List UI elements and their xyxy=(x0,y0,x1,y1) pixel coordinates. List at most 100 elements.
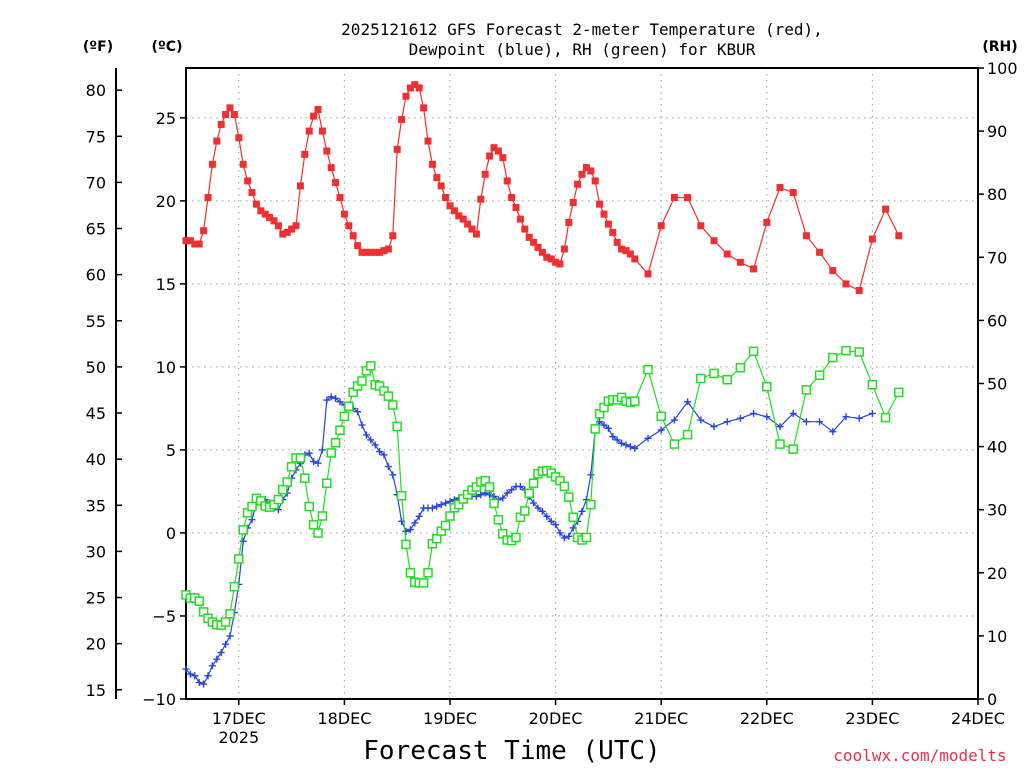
temperature-point xyxy=(763,218,771,226)
temperature-point xyxy=(380,247,388,255)
temperature-point xyxy=(776,184,784,192)
fahrenheit-tick-label: 60 xyxy=(86,266,106,285)
dewpoint-point xyxy=(842,413,850,421)
temperature-point xyxy=(204,194,212,202)
dewpoint-point xyxy=(406,526,414,534)
temperature-point xyxy=(195,240,203,248)
x-tick-sublabel: 2025 xyxy=(218,728,259,747)
temperature-point xyxy=(464,220,472,228)
x-axis-label: Forecast Time (UTC) xyxy=(363,736,660,766)
temperature-point xyxy=(882,205,890,213)
axis-ticks: −10−505101520251520253035404550556065707… xyxy=(86,59,1018,747)
temperature-point xyxy=(468,225,476,233)
rh-point xyxy=(775,439,785,449)
dewpoint-point xyxy=(195,678,203,686)
fahrenheit-unit-label: (ºF) xyxy=(83,39,113,55)
rh-point xyxy=(278,484,288,495)
temperature-point xyxy=(270,217,278,225)
temperature-point xyxy=(200,227,208,235)
rh-point xyxy=(432,533,442,544)
temperature-point xyxy=(310,112,318,120)
temperature-point xyxy=(626,250,634,258)
temperature-point xyxy=(613,238,621,246)
temperature-point xyxy=(560,245,568,253)
fahrenheit-tick-label: 15 xyxy=(86,681,106,700)
dewpoint-point xyxy=(305,449,313,457)
rh-tick-label: 20 xyxy=(987,564,1007,583)
rh-point xyxy=(344,401,354,411)
rh-point xyxy=(788,444,798,454)
temperature-point xyxy=(534,243,542,251)
dewpoint-point xyxy=(613,436,621,444)
temperature-point xyxy=(486,152,494,160)
dewpoint-line xyxy=(185,396,873,685)
dewpoint-point xyxy=(622,441,630,449)
temperature-point xyxy=(710,237,718,245)
dewpoint-point xyxy=(239,537,247,545)
temperature-point xyxy=(314,106,322,114)
dewpoint-point xyxy=(437,501,445,509)
dewpoint-point xyxy=(433,502,441,510)
dewpoint-point xyxy=(358,421,366,429)
rh-point xyxy=(194,596,204,606)
temperature-point xyxy=(631,255,639,263)
dewpoint-point xyxy=(217,649,225,657)
rh-tick-label: 50 xyxy=(987,375,1007,394)
rh-point xyxy=(317,511,328,521)
temperature-point xyxy=(455,212,463,220)
rh-point xyxy=(489,498,499,509)
plot-frame xyxy=(185,67,979,700)
dewpoint-point xyxy=(604,424,612,432)
dewpoint-point xyxy=(367,436,375,444)
temperature-series xyxy=(182,81,903,295)
temperature-point xyxy=(389,232,397,240)
rh-tick-label: 70 xyxy=(987,248,1007,267)
rh-point xyxy=(828,352,838,363)
rh-point xyxy=(357,376,367,386)
temperature-point xyxy=(402,92,410,100)
rh-point xyxy=(326,448,336,458)
temperature-point xyxy=(318,127,326,135)
temperature-point xyxy=(367,248,375,256)
temperature-point xyxy=(459,215,467,223)
site-credit[interactable]: coolwx.com/modelts xyxy=(833,746,1006,765)
temperature-point xyxy=(829,267,837,275)
temperature-point xyxy=(354,242,362,250)
rh-tick-label: 80 xyxy=(987,185,1007,204)
celsius-tick-label: 15 xyxy=(156,275,176,294)
fahrenheit-tick-label: 35 xyxy=(86,496,106,515)
dewpoint-point xyxy=(776,423,784,431)
fahrenheit-tick-label: 45 xyxy=(86,404,106,423)
temperature-point xyxy=(332,179,340,187)
rh-series xyxy=(181,345,904,630)
rh-line xyxy=(185,350,900,626)
dewpoint-point xyxy=(609,433,617,441)
dewpoint-point xyxy=(750,409,758,417)
rh-point xyxy=(308,520,319,530)
temperature-point xyxy=(802,232,810,240)
rh-point xyxy=(841,345,851,356)
rh-point xyxy=(388,400,398,410)
dewpoint-point xyxy=(354,408,362,416)
rh-point xyxy=(339,411,350,422)
fahrenheit-tick-label: 75 xyxy=(86,127,106,146)
temperature-point xyxy=(622,247,630,255)
temperature-point xyxy=(393,145,401,153)
x-tick-label: 24DEC xyxy=(951,709,1005,728)
dewpoint-point xyxy=(657,426,665,434)
temperature-point xyxy=(340,210,348,218)
temperature-point xyxy=(442,194,450,202)
x-tick-label: 23DEC xyxy=(845,709,899,728)
temperature-point xyxy=(481,170,489,178)
temperature-point xyxy=(358,248,366,256)
rh-point xyxy=(682,429,693,440)
temperature-point xyxy=(213,137,221,145)
temperature-point xyxy=(587,167,595,175)
rh-point xyxy=(559,481,570,492)
rh-tick-label: 10 xyxy=(987,627,1007,646)
rh-point xyxy=(524,488,534,499)
fahrenheit-tick-label: 65 xyxy=(86,220,106,239)
temperature-point xyxy=(244,177,252,185)
dewpoint-point xyxy=(380,451,388,459)
rh-point xyxy=(282,477,292,487)
